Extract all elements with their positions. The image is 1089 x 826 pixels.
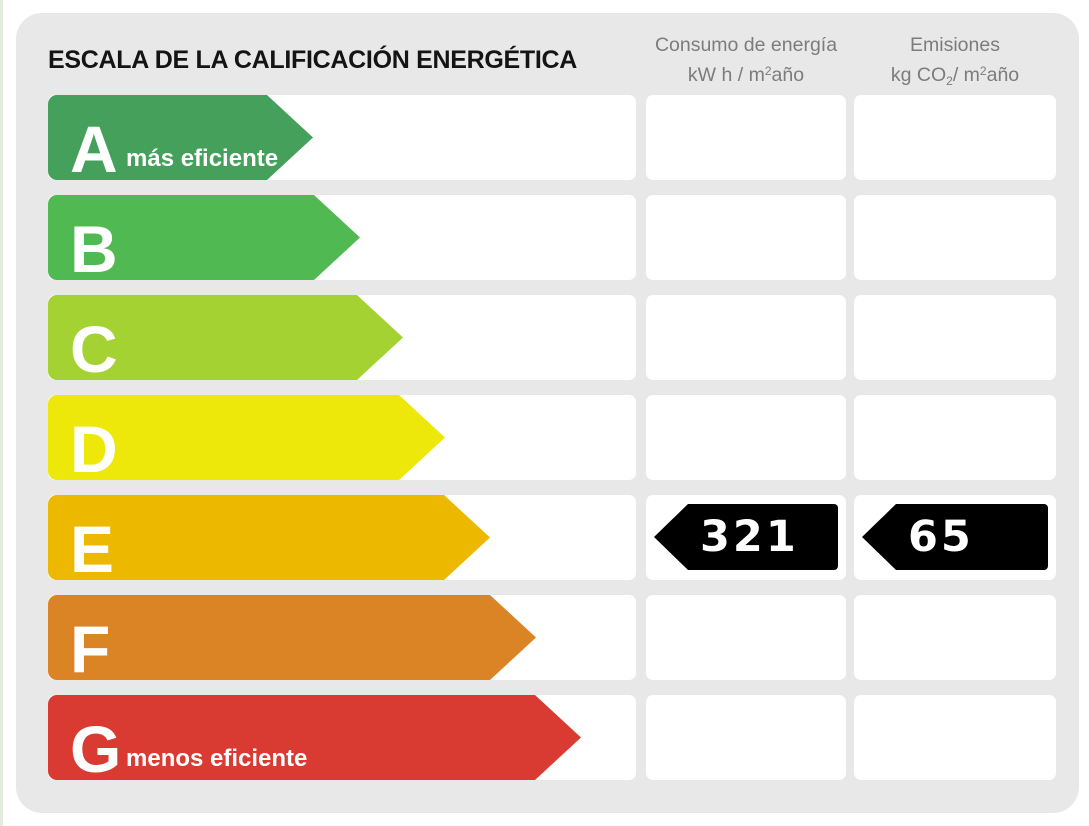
emisiones-cell-a	[854, 95, 1056, 180]
rating-letter-f: F	[70, 612, 111, 686]
consumo-cell-d	[646, 395, 846, 480]
scale-panel: ESCALA DE LA CALIFICACIÓN ENERGÉTICA Con…	[16, 13, 1079, 813]
consumo-value-tag: 321	[654, 504, 838, 570]
rating-label-a: más eficiente	[126, 145, 279, 172]
rating-row-a: A más eficiente	[48, 95, 1079, 180]
consumo-header-unit: kW h / m2año	[687, 64, 805, 87]
emisiones-value: 65	[908, 512, 974, 562]
rating-strip-c: C	[48, 295, 636, 380]
rating-strip-d: D	[48, 395, 636, 480]
rating-bar-b: B	[48, 195, 360, 280]
rating-letter-b: B	[70, 212, 118, 286]
rating-strip-g: G menos eficiente	[48, 695, 636, 780]
rating-row-c: C	[48, 295, 1079, 380]
rating-strip-a: A más eficiente	[48, 95, 636, 180]
rating-row-g: G menos eficiente	[48, 695, 1079, 780]
consumo-cell-g	[646, 695, 846, 780]
rating-bar-c: C	[48, 295, 403, 380]
rating-bar-f: F	[48, 595, 536, 680]
rating-row-b: B	[48, 195, 1079, 280]
rating-bar-a: A más eficiente	[48, 95, 313, 180]
consumo-cell-b	[646, 195, 846, 280]
rating-letter-a: A	[70, 112, 118, 186]
rating-letter-c: C	[70, 312, 118, 386]
rating-bar-e: E	[48, 495, 490, 580]
rating-strip-e: E	[48, 495, 636, 580]
consumo-cell-e: 321	[646, 495, 846, 580]
emisiones-cell-f	[854, 595, 1056, 680]
consumo-cell-c	[646, 295, 846, 380]
rating-strip-b: B	[48, 195, 636, 280]
emisiones-column-header: Emisiones kg CO2/ m2año	[854, 13, 1056, 95]
rating-letter-d: D	[70, 412, 118, 486]
rating-bar-d: D	[48, 395, 445, 480]
emisiones-cell-e: 65	[854, 495, 1056, 580]
consumo-header-line1: Consumo de energía	[654, 34, 838, 56]
consumo-column-header: Consumo de energía kW h / m2año	[646, 13, 846, 95]
emisiones-header-unit: kg CO2/ m2año	[890, 64, 1020, 89]
emisiones-value-tag: 65	[862, 504, 1048, 570]
rating-letter-e: E	[70, 512, 115, 586]
rating-bar-g: G menos eficiente	[48, 695, 581, 780]
header-row: ESCALA DE LA CALIFICACIÓN ENERGÉTICA Con…	[48, 13, 1079, 95]
rating-row-e: E 321 65	[48, 495, 1079, 580]
emisiones-cell-b	[854, 195, 1056, 280]
page-title: ESCALA DE LA CALIFICACIÓN ENERGÉTICA	[48, 45, 578, 74]
rating-row-f: F	[48, 595, 1079, 680]
emisiones-cell-d	[854, 395, 1056, 480]
rating-strip-f: F	[48, 595, 636, 680]
rating-label-g: menos eficiente	[126, 745, 308, 772]
emisiones-cell-c	[854, 295, 1056, 380]
emisiones-header-line1: Emisiones	[910, 34, 1000, 56]
consumo-cell-a	[646, 95, 846, 180]
consumo-value: 321	[700, 512, 799, 562]
rating-letter-g: G	[70, 712, 122, 786]
consumo-cell-f	[646, 595, 846, 680]
rating-row-d: D	[48, 395, 1079, 480]
emisiones-cell-g	[854, 695, 1056, 780]
